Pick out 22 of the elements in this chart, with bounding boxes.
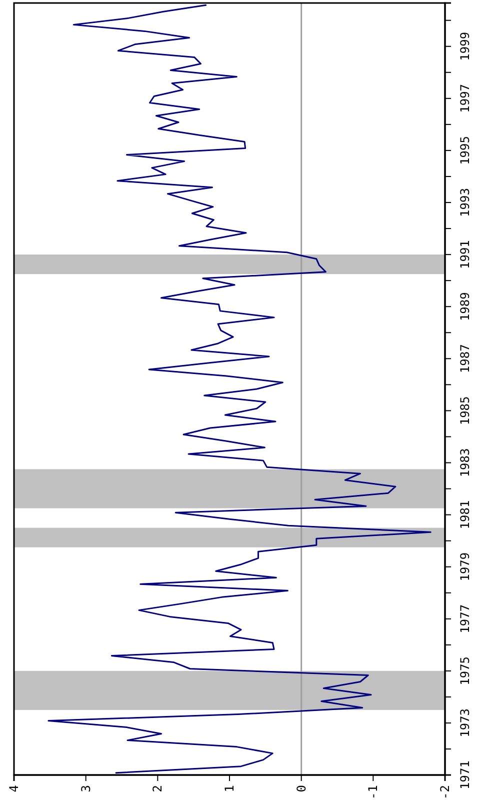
y-tick-label: 1997	[458, 84, 472, 113]
x-tick-label: 2	[150, 785, 165, 792]
x-tick-label: 1	[222, 785, 236, 792]
y-tick-label: 1981	[458, 500, 472, 530]
y-tick-label: 1975	[458, 656, 472, 686]
x-tick-label: 0	[294, 785, 308, 792]
y-tick-label: 1987	[458, 344, 472, 374]
y-tick-label: 1971	[458, 760, 472, 790]
y-tick-label: 1985	[458, 396, 472, 426]
y-tick-label: 1995	[458, 136, 472, 165]
x-tick-label: -1	[366, 785, 380, 800]
y-tick-label: 1999	[458, 32, 472, 61]
y-tick-label: 1977	[458, 604, 472, 634]
x-tick-label: -2	[438, 785, 452, 800]
x-tick-label: 3	[78, 785, 93, 792]
y-tick-label: 1979	[458, 552, 472, 582]
y-tick-label: 1989	[458, 292, 472, 322]
y-tick-label: 1983	[458, 448, 472, 478]
y-tick-label: 1973	[458, 708, 472, 738]
y-tick-label: 1993	[458, 188, 472, 217]
y-tick-label: 1991	[458, 240, 472, 270]
x-tick-label: 4	[7, 785, 21, 792]
